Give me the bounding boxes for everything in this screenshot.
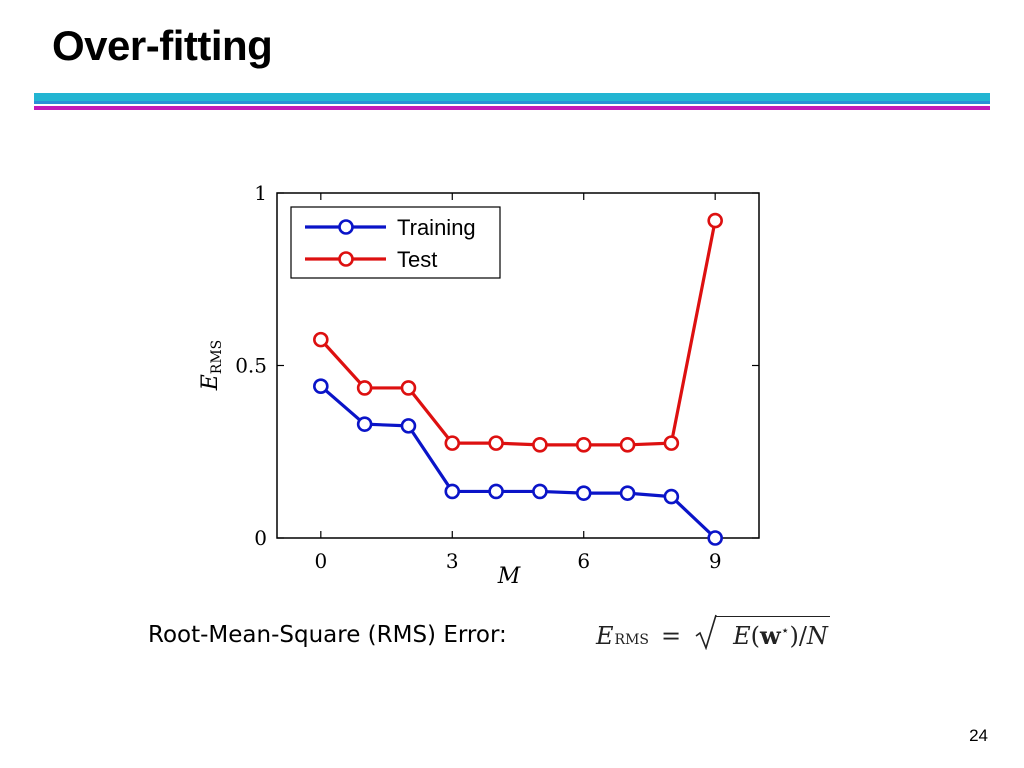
y-tick-label: 1: [254, 181, 267, 205]
test-data-point: [619, 437, 636, 453]
x-axis-label: M: [497, 564, 521, 589]
test-data-point: [400, 380, 417, 396]
y-tick-label: 0: [254, 526, 267, 550]
test-data-point: [444, 435, 461, 451]
test-data-point: [532, 437, 548, 453]
training-data-point: [532, 483, 548, 500]
test-data-point: [313, 331, 329, 348]
x-tick-label: 0: [314, 549, 327, 573]
x-tick-label: 6: [577, 549, 590, 573]
legend-entries: Training Test: [305, 215, 476, 272]
sqrt-sign-icon: [695, 614, 717, 650]
training-data-point: [400, 418, 417, 434]
x-tick-label: 3: [446, 549, 459, 573]
y-axis-label: ERMS: [198, 340, 225, 392]
formula-radicand: E(w⋆)/N: [715, 616, 830, 650]
slide-number: 24: [969, 726, 988, 745]
legend-box: [290, 206, 501, 279]
test-data-point: [575, 437, 592, 453]
training-series-line: [319, 384, 717, 540]
y-axis-label-main: E: [198, 374, 223, 391]
legend-test-label: Test: [397, 247, 437, 272]
title-rule-blue: [34, 101, 990, 104]
title-rule-cyan: [34, 93, 990, 101]
title-rule-magenta: [34, 106, 990, 110]
test-data-point: [356, 380, 373, 396]
rms-formula: ERMS = E(w⋆)/N: [596, 614, 830, 650]
y-tick-label: 0.5: [235, 354, 267, 378]
formula-lhs-sub: RMS: [614, 632, 649, 648]
slide-title: Over-fitting: [52, 22, 273, 69]
y-axis-label-sub: RMS: [209, 340, 225, 374]
training-data-point: [444, 483, 461, 500]
legend-training-label: Training: [397, 215, 476, 240]
formula-sqrt: E(w⋆)/N: [695, 614, 830, 650]
rms-error-chart: 0 3 6 9 0 0.5 1 Training Test ERMS M: [198, 181, 760, 589]
legend: Training Test: [290, 206, 501, 279]
test-series-line: [319, 220, 717, 447]
legend-test-marker: [338, 251, 354, 267]
training-data-point: [663, 488, 680, 505]
training-data-point: [575, 485, 592, 501]
training-data-point: [488, 483, 504, 500]
rms-caption: Root-Mean-Square (RMS) Error:: [148, 622, 507, 648]
test-data-point: [663, 435, 680, 451]
training-data-point: [313, 378, 329, 394]
training-data-point: [707, 530, 723, 546]
legend-training-marker: [338, 219, 354, 235]
training-data-point: [619, 485, 636, 501]
formula-equals: =: [661, 622, 682, 650]
test-data-point: [707, 212, 723, 229]
formula-lhs: ERMS: [596, 622, 649, 650]
training-data-point: [356, 416, 373, 432]
test-data-point: [488, 435, 504, 451]
x-tick-label: 9: [709, 549, 722, 573]
series-layer: [313, 212, 723, 546]
